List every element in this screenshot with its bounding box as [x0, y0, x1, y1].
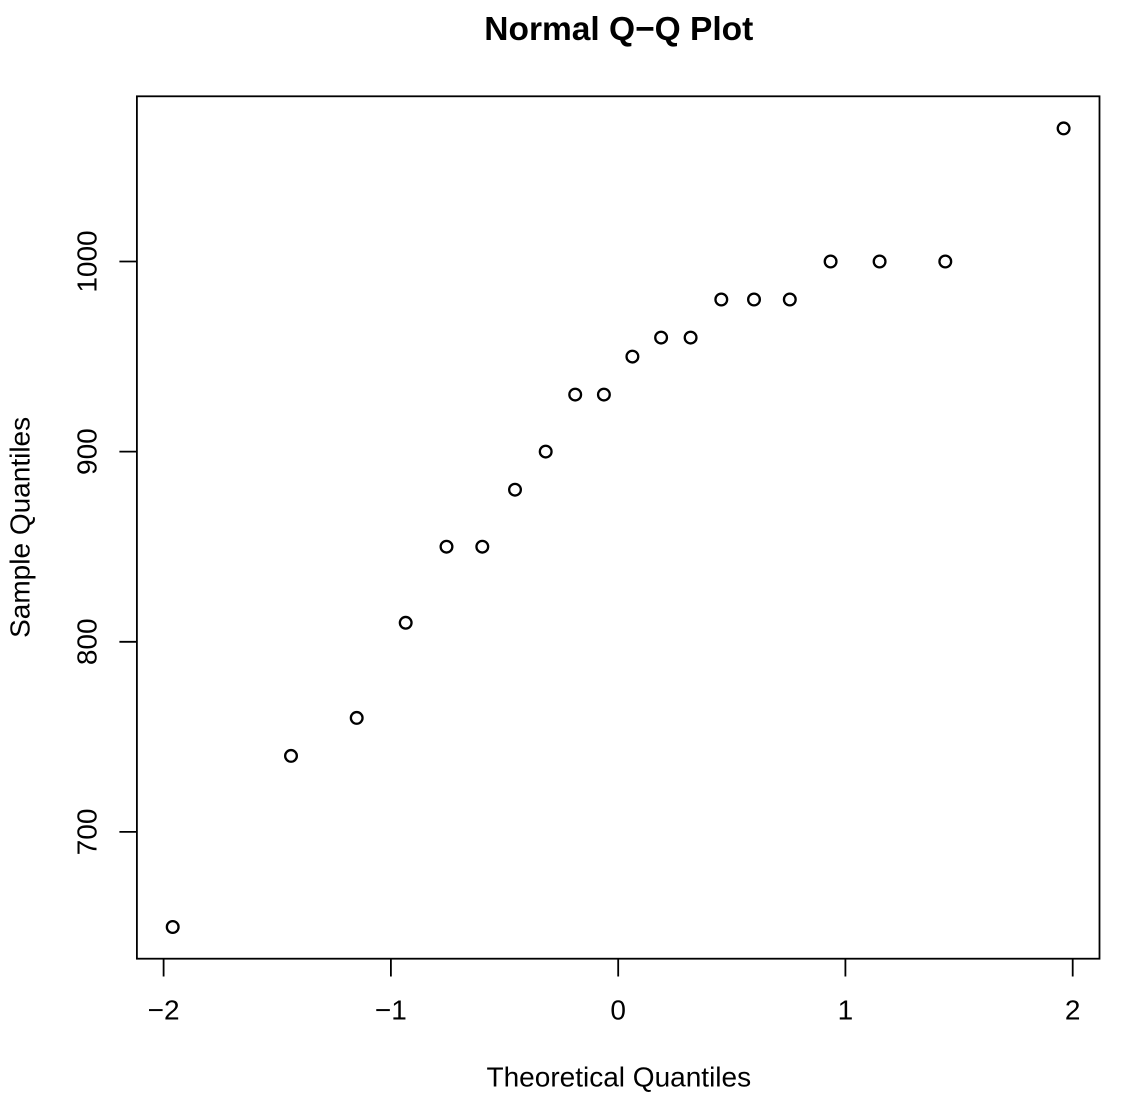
svg-text:0: 0 — [610, 995, 626, 1026]
svg-text:−1: −1 — [375, 995, 407, 1026]
svg-text:1: 1 — [838, 995, 854, 1026]
svg-text:Sample Quantiles: Sample Quantiles — [5, 417, 36, 638]
svg-text:−2: −2 — [148, 995, 180, 1026]
svg-text:900: 900 — [72, 428, 103, 475]
svg-text:Normal Q−Q Plot: Normal Q−Q Plot — [484, 11, 753, 48]
svg-text:Theoretical Quantiles: Theoretical Quantiles — [487, 1061, 752, 1092]
svg-text:2: 2 — [1065, 995, 1081, 1026]
svg-text:800: 800 — [72, 618, 103, 665]
svg-text:1000: 1000 — [72, 230, 103, 292]
svg-text:700: 700 — [72, 809, 103, 856]
